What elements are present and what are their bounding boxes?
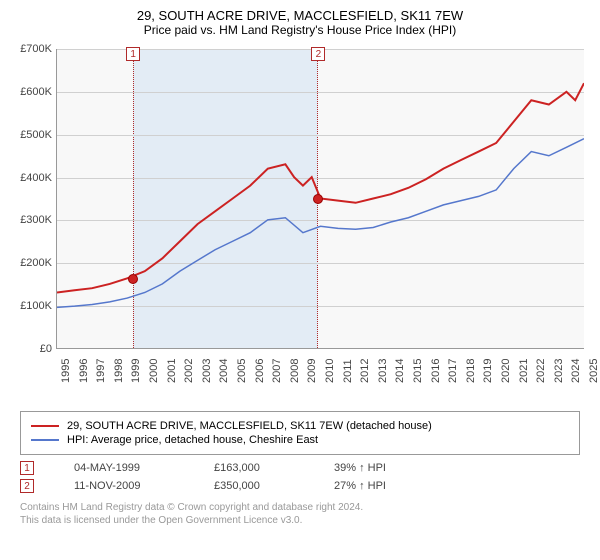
sale-point-dot [313,194,323,204]
x-tick-label: 2003 [201,359,213,383]
x-tick-label: 2007 [271,359,283,383]
plot-region: 12 [56,49,584,349]
footer-copyright: Contains HM Land Registry data © Crown c… [20,501,580,514]
x-tick-label: 1996 [78,359,90,383]
x-tick-label: 2004 [218,359,230,383]
chart-area: 12 £0£100K£200K£300K£400K£500K£600K£700K… [10,43,590,403]
x-tick-label: 2002 [183,359,195,383]
footer-licence: This data is licensed under the Open Gov… [20,514,580,527]
x-tick-label: 2005 [236,359,248,383]
x-tick-label: 2009 [306,359,318,383]
sales-table: 1 04-MAY-1999 £163,000 39% ↑ HPI 2 11-NOV-200… [10,461,590,493]
x-tick-label: 2025 [588,359,600,383]
x-tick-label: 2017 [447,359,459,383]
sale-date: 04-MAY-1999 [74,462,174,474]
sale-point-dot [128,274,138,284]
x-tick-label: 2015 [412,359,424,383]
x-tick-label: 2018 [465,359,477,383]
x-tick-label: 2000 [148,359,160,383]
sale-hpi: 39% ↑ HPI [334,462,386,474]
sale-price: £163,000 [214,462,294,474]
x-tick-label: 2023 [553,359,565,383]
legend-swatch-red [31,425,59,427]
chart-title: 29, SOUTH ACRE DRIVE, MACCLESFIELD, SK11… [10,8,590,23]
y-tick-label: £700K [10,43,52,55]
x-tick-label: 2011 [342,359,354,383]
x-tick-label: 2006 [254,359,266,383]
x-tick-label: 1995 [60,359,72,383]
chart-container: 29, SOUTH ACRE DRIVE, MACCLESFIELD, SK11… [0,0,600,535]
x-tick-label: 2022 [535,359,547,383]
x-tick-label: 2024 [570,359,582,383]
x-tick-label: 2013 [377,359,389,383]
sale-marker-badge: 2 [311,47,325,61]
legend-item-red: 29, SOUTH ACRE DRIVE, MACCLESFIELD, SK11… [31,420,569,432]
sale-row: 2 11-NOV-2009 £350,000 27% ↑ HPI [20,479,580,493]
legend-item-blue: HPI: Average price, detached house, Ches… [31,434,569,446]
x-tick-label: 2010 [324,359,336,383]
y-tick-label: £600K [10,86,52,98]
chart-subtitle: Price paid vs. HM Land Registry's House … [10,23,590,37]
x-tick-label: 2014 [394,359,406,383]
x-tick-label: 1999 [130,359,142,383]
x-tick-label: 1997 [95,359,107,383]
x-tick-label: 2021 [518,359,530,383]
x-tick-label: 2016 [430,359,442,383]
sale-date: 11-NOV-2009 [74,480,174,492]
y-tick-label: £100K [10,300,52,312]
footer: Contains HM Land Registry data © Crown c… [20,501,580,527]
sale-row: 1 04-MAY-1999 £163,000 39% ↑ HPI [20,461,580,475]
y-tick-label: £500K [10,129,52,141]
legend-label-blue: HPI: Average price, detached house, Ches… [67,434,318,446]
x-tick-label: 2008 [289,359,301,383]
y-tick-label: £300K [10,214,52,226]
sale-marker-badge: 1 [126,47,140,61]
x-tick-label: 2019 [482,359,494,383]
legend-swatch-blue [31,439,59,441]
sale-hpi: 27% ↑ HPI [334,480,386,492]
sale-price: £350,000 [214,480,294,492]
legend: 29, SOUTH ACRE DRIVE, MACCLESFIELD, SK11… [20,411,580,455]
x-tick-label: 2001 [166,359,178,383]
y-tick-label: £200K [10,257,52,269]
x-tick-label: 1998 [113,359,125,383]
sale-badge: 2 [20,479,34,493]
x-tick-label: 2012 [359,359,371,383]
y-tick-label: £0 [10,343,52,355]
x-tick-label: 2020 [500,359,512,383]
legend-label-red: 29, SOUTH ACRE DRIVE, MACCLESFIELD, SK11… [67,420,432,432]
y-tick-label: £400K [10,172,52,184]
sale-badge: 1 [20,461,34,475]
